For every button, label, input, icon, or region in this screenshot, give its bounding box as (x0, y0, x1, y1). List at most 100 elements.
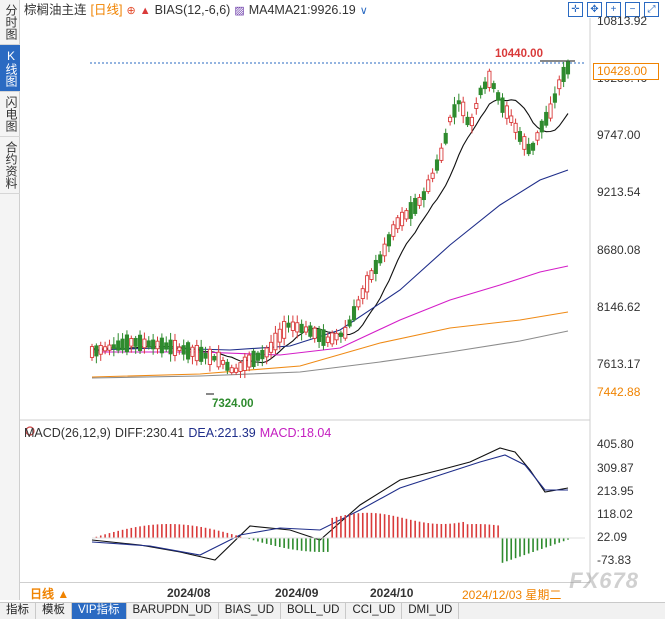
side-tab-bar: 分时图 K线图 闪电图 合约资料 (0, 0, 20, 600)
candle-body (330, 332, 335, 345)
bias-indicator[interactable]: BIAS(12,-6,6) (154, 3, 231, 17)
candle-body (343, 326, 348, 339)
ma-indicator[interactable]: MA4MA21:9926.19 (248, 3, 356, 17)
candle-body (199, 346, 204, 362)
chevron-down-icon[interactable]: ∨ (359, 5, 368, 17)
price-axis-label: 10813.92 (597, 14, 648, 28)
candle-body (255, 352, 260, 361)
candle-body (172, 339, 178, 356)
tab-contract-info[interactable]: 合约资料 (0, 137, 20, 194)
macd-diff-value: DIFF:230.41 (114, 426, 185, 440)
candle-body (312, 327, 317, 339)
candle-body (509, 115, 514, 123)
tab-intraday[interactable]: 分时图 (0, 0, 20, 45)
candle-body (321, 329, 326, 346)
date-label: 2024/08 (167, 586, 211, 600)
candle-body (295, 322, 300, 333)
price-axis-label-low: 7442.88 (597, 385, 641, 399)
ma-line-magenta (92, 265, 569, 356)
price-axis-label: 9213.54 (597, 185, 641, 199)
zoom-in-icon[interactable]: + (606, 2, 621, 17)
candle-body (395, 217, 400, 230)
candle-body (400, 211, 405, 227)
low-price-label: 7324.00 (212, 398, 254, 410)
candle-body (247, 354, 252, 368)
candle-body (426, 179, 431, 192)
fullscreen-icon[interactable]: ⤢ (644, 2, 659, 17)
price-axis-label: 8680.08 (597, 243, 641, 257)
candle-body (251, 350, 256, 368)
move-icon[interactable]: ✥ (587, 2, 602, 17)
tab-templates[interactable]: 模板 (36, 603, 72, 619)
candle-body (365, 275, 370, 293)
arrow-up-icon: ▲ (139, 5, 151, 17)
current-date-label: 2024/12/03 星期二 (462, 588, 562, 602)
candle-body (504, 105, 509, 119)
period-selector[interactable]: 日线 ▲ (30, 587, 70, 601)
price-axis-label: 9747.00 (597, 128, 641, 142)
candle-body (404, 210, 409, 220)
candle-body (413, 197, 418, 214)
candle-body (94, 345, 99, 357)
candle-body (408, 202, 413, 219)
candle-body (212, 356, 217, 361)
ma-line-gray (91, 330, 569, 379)
candle-body (207, 348, 212, 365)
bottom-tab-bar: 指标 模板 VIP指标 BARUPDN_UD BIAS_UD BOLL_UD C… (0, 602, 665, 619)
settings-circle-icon[interactable]: ⊕ (126, 5, 136, 17)
tab-dmi[interactable]: DMI_UD (402, 603, 460, 619)
candle-body (482, 81, 488, 90)
high-price-label: 10440.00 (495, 48, 543, 60)
crosshair-icon[interactable]: ✛ (568, 2, 583, 17)
candle-body (487, 70, 492, 88)
price-chart[interactable] (0, 0, 665, 600)
candle-body (391, 224, 396, 237)
candle-body (120, 338, 125, 351)
candle-body (133, 337, 138, 347)
tab-cci[interactable]: CCI_UD (346, 603, 403, 619)
ma-line-orange (91, 311, 569, 378)
price-axis-label: 7613.17 (597, 357, 641, 371)
tab-boll[interactable]: BOLL_UD (281, 603, 347, 619)
tab-vip-indicators[interactable]: VIP指标 (72, 603, 127, 619)
tab-indicators[interactable]: 指标 (0, 603, 36, 619)
tab-kline[interactable]: K线图 (0, 45, 20, 92)
candle-body (478, 87, 483, 96)
macd-bar-value: MACD:18.04 (259, 426, 332, 440)
candle-body (103, 346, 108, 352)
tab-flash[interactable]: 闪电图 (0, 92, 20, 137)
candle-body (129, 338, 134, 347)
candle-body (544, 111, 549, 126)
candle-body (386, 234, 392, 247)
candle-body (177, 346, 182, 352)
macd-title[interactable]: MACD(26,12,9) (24, 426, 111, 440)
macd-diff-line (91, 447, 569, 561)
date-axis: 日线 ▲ 2024/08 2024/09 2024/10 2024/12/03 … (20, 582, 590, 602)
candle-body (186, 342, 191, 360)
zoom-out-icon[interactable]: − (625, 2, 640, 17)
candle-body (430, 172, 435, 179)
candle-body (539, 120, 544, 133)
candle-body (299, 323, 304, 333)
date-label: 2024/10 (370, 586, 414, 600)
candle-body (565, 61, 571, 75)
candle-body (338, 332, 343, 337)
macd-header: MACD(26,12,9) DIFF:230.41 DEA:221.39 MACD:1… (24, 425, 335, 441)
candle-body (229, 367, 234, 374)
candle-body (531, 142, 536, 151)
tab-barupdn[interactable]: BARUPDN_UD (127, 603, 219, 619)
tab-bias[interactable]: BIAS_UD (219, 603, 282, 619)
date-label: 2024/09 (275, 586, 319, 600)
candle-body (242, 356, 247, 371)
candle-body (448, 116, 453, 123)
candle-body (303, 326, 309, 333)
candle-body (286, 322, 291, 328)
candle-body (443, 132, 448, 144)
candle-body (552, 93, 557, 103)
candle-body (369, 270, 374, 280)
period-indicator[interactable]: [日线] (90, 3, 123, 17)
candle-body (151, 339, 156, 350)
candlestick-series (89, 59, 571, 379)
candle-body (216, 351, 221, 368)
candle-body (164, 342, 169, 350)
